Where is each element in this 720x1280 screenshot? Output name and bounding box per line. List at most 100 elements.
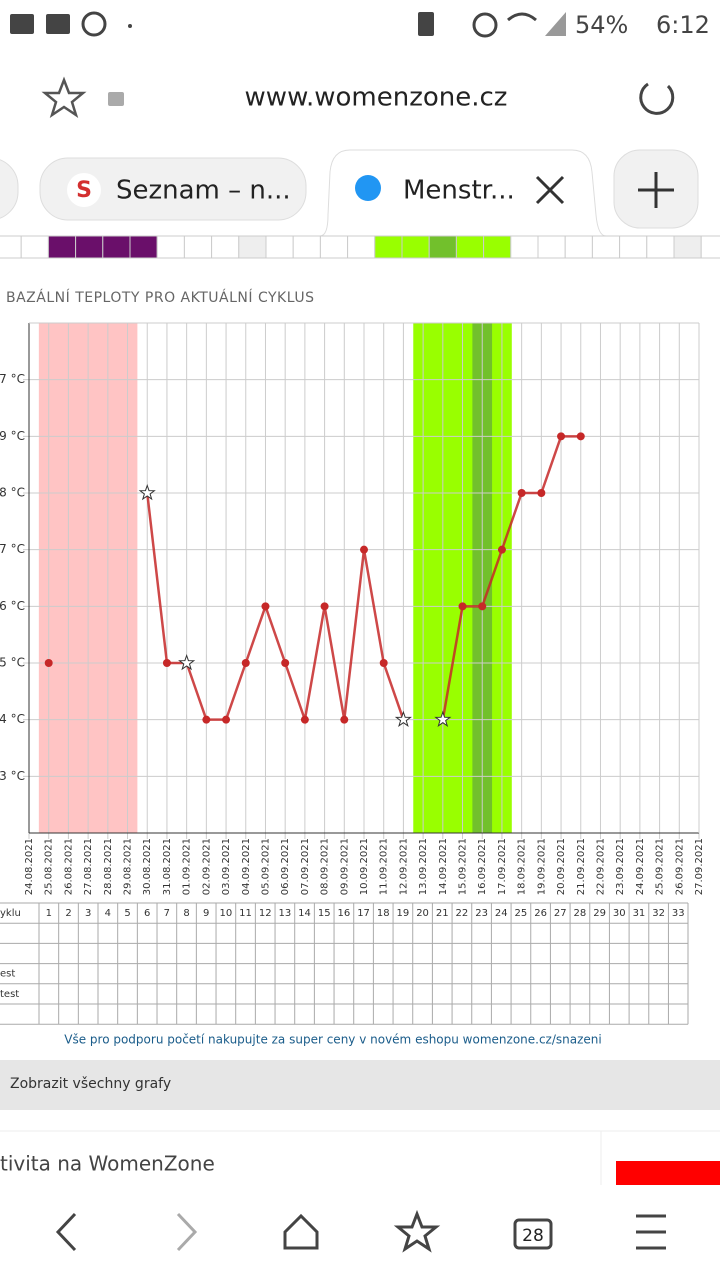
chart-title: BAZÁLNÍ TEPLOTY PRO AKTUÁLNÍ CYKLUS <box>6 289 314 306</box>
x-tick-label: 26.09.2021 <box>674 838 685 895</box>
x-tick-label: 24.08.2021 <box>24 838 35 895</box>
x-tick-label: 29.08.2021 <box>123 838 134 895</box>
y-tick-label: 5 °C <box>0 656 25 670</box>
column-number: 17 <box>357 908 370 919</box>
point <box>162 659 171 667</box>
url[interactable]: www.womenzone.cz <box>245 83 508 113</box>
strip-cell <box>564 235 593 259</box>
point <box>557 432 566 441</box>
x-tick-label: 22.09.2021 <box>595 838 606 895</box>
x-tick-label: 25.08.2021 <box>44 838 55 895</box>
reload-button[interactable] <box>639 82 675 115</box>
column-number: 5 <box>124 908 130 919</box>
x-tick-label: 01.09.2021 <box>182 838 193 895</box>
back-button[interactable] <box>55 1212 77 1252</box>
status-bar <box>0 0 720 52</box>
y-tick-label: 8 °C <box>0 486 25 500</box>
x-tick-label: 14.09.2021 <box>438 838 449 895</box>
strip-cell <box>47 235 77 259</box>
star-point <box>394 710 412 727</box>
strip-cell <box>265 235 294 259</box>
column-number: 21 <box>436 908 449 919</box>
y-tick-label: 7 °C <box>0 542 25 556</box>
x-tick-label: 17.09.2021 <box>497 838 508 895</box>
x-tick-label: 10.09.2021 <box>359 838 370 895</box>
strip-cell <box>211 235 240 259</box>
x-tick-label: 13.09.2021 <box>418 838 429 895</box>
tab-title[interactable]: Seznam – n... <box>116 176 291 206</box>
promo-link[interactable]: Vše pro podporu početí nakupujte za supe… <box>64 1033 601 1047</box>
point <box>576 432 585 441</box>
bookmark-star[interactable] <box>41 76 87 118</box>
strip-cell <box>428 235 457 259</box>
show-all-bar[interactable] <box>0 1060 720 1110</box>
column-number: 20 <box>416 908 429 919</box>
column-number: 25 <box>515 908 528 919</box>
x-tick-label: 16.09.2021 <box>477 838 488 895</box>
point <box>202 715 211 724</box>
x-tick-label: 21.09.2021 <box>576 838 587 895</box>
x-tick-label: 25.09.2021 <box>655 838 666 895</box>
strip-cell <box>156 235 185 259</box>
column-number: 32 <box>652 908 665 919</box>
column-number: 28 <box>574 908 587 919</box>
y-tick-label: 4 °C <box>0 712 25 726</box>
fan-icon <box>81 11 107 37</box>
point <box>517 489 526 497</box>
column-number: 10 <box>219 908 232 919</box>
tabs-button[interactable] <box>513 1218 553 1250</box>
x-tick-label: 12.09.2021 <box>398 838 409 895</box>
active-tab[interactable] <box>319 149 607 237</box>
point <box>497 545 506 554</box>
point <box>340 715 349 724</box>
mail-icon <box>10 14 34 34</box>
x-tick-label: 19.09.2021 <box>536 838 547 895</box>
tab-count[interactable]: 28 <box>522 1226 544 1246</box>
alarm-icon <box>472 12 498 38</box>
x-tick-label: 06.09.2021 <box>280 838 291 895</box>
column-number: 11 <box>239 908 252 919</box>
point <box>44 659 53 667</box>
strip-cell <box>238 235 267 259</box>
star-point <box>178 653 196 671</box>
strip-cell <box>319 235 349 259</box>
y-tick-label: 3 °C <box>0 769 25 783</box>
point <box>320 602 329 611</box>
x-tick-label: 26.08.2021 <box>63 838 74 895</box>
column-number: 30 <box>613 908 626 919</box>
series-line <box>145 492 405 725</box>
strip-cell <box>102 235 131 259</box>
point <box>360 545 368 554</box>
home-button[interactable] <box>283 1213 319 1250</box>
tab[interactable] <box>0 158 19 220</box>
tab-icon-letter: S <box>76 178 92 203</box>
x-tick-label: 24.09.2021 <box>635 838 646 895</box>
column-number: 4 <box>105 908 111 919</box>
dot <box>128 24 132 28</box>
column-number: 22 <box>456 908 469 919</box>
point <box>281 659 290 667</box>
y-tick-label: 9 °C <box>0 429 25 443</box>
column-number: 24 <box>495 908 508 919</box>
tab[interactable] <box>39 157 307 221</box>
x-tick-label: 02.09.2021 <box>201 838 212 895</box>
x-tick-label: 11.09.2021 <box>379 838 390 895</box>
menu-button[interactable] <box>636 1214 666 1250</box>
x-tick-label: 07.09.2021 <box>300 838 311 895</box>
image-icon <box>46 14 70 34</box>
show-all-link[interactable]: Zobrazit všechny grafy <box>10 1076 171 1092</box>
tab-title[interactable]: Menstr... <box>403 176 515 206</box>
column-number: 13 <box>279 908 292 919</box>
strip-cell <box>537 235 566 259</box>
chart: 24.08.2021 25.08.2021 26.08.2021 27.08.2021… <box>0 322 705 895</box>
column-number: 7 <box>164 908 170 919</box>
x-tick-label: 27.08.2021 <box>83 838 94 895</box>
strip-cell <box>183 235 213 259</box>
battery-text: 54% <box>575 11 628 39</box>
bookmarks-button[interactable] <box>393 1209 441 1253</box>
forward-button[interactable] <box>176 1212 198 1252</box>
close-tab[interactable] <box>535 175 565 205</box>
strip-cell <box>483 235 512 259</box>
strip-cell <box>292 235 321 259</box>
